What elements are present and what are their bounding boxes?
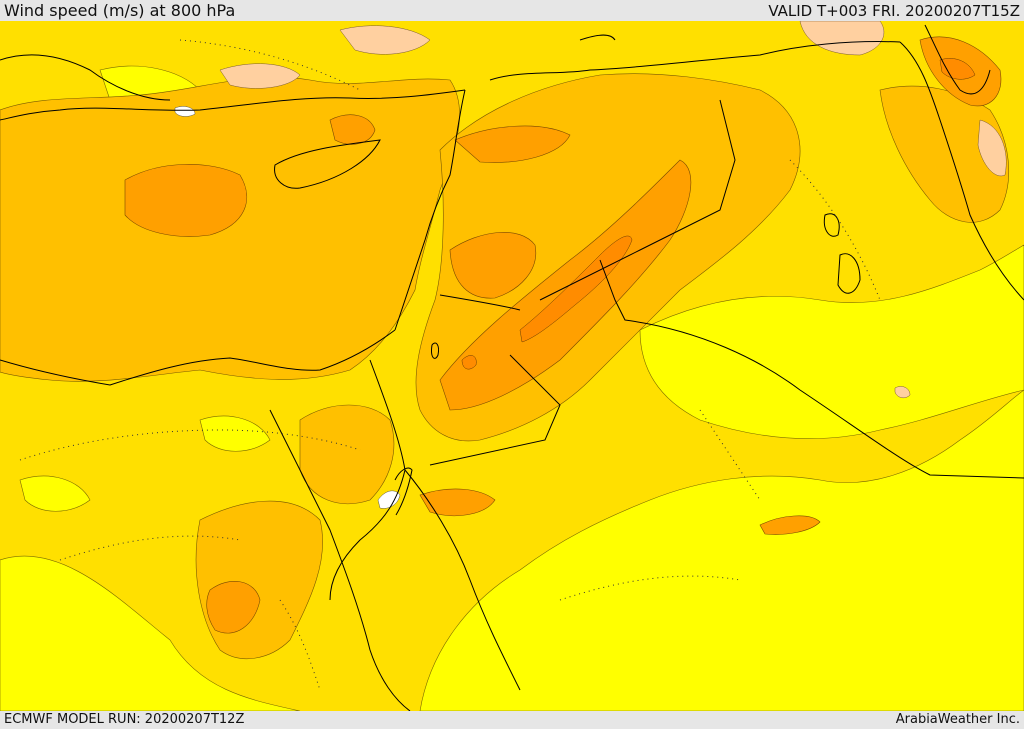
footer-bar: ECMWF MODEL RUN: 20200207T12Z ArabiaWeat… <box>0 711 1024 729</box>
strong-band-regions <box>124 36 1002 634</box>
wind-speed-map <box>0 21 1024 711</box>
coastlines-and-borders <box>0 24 1024 711</box>
dotted-boundaries <box>19 39 881 691</box>
model-run: ECMWF MODEL RUN: 20200207T12Z <box>4 712 245 727</box>
credit: ArabiaWeather Inc. <box>895 712 1020 727</box>
white-band-regions <box>174 106 401 509</box>
peach-band-regions <box>219 21 1007 399</box>
strongest-band-regions <box>461 58 976 370</box>
header-bar: Wind speed (m/s) at 800 hPa VALID T+003 … <box>0 0 1024 21</box>
valid-time: VALID T+003 FRI. 20200207T15Z <box>768 2 1020 20</box>
map-title: Wind speed (m/s) at 800 hPa <box>4 1 236 20</box>
map-canvas <box>0 21 1024 711</box>
